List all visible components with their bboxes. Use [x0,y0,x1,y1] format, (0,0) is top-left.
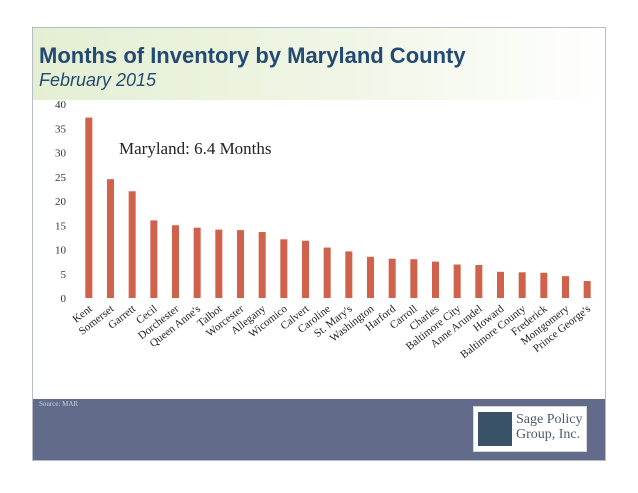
chart-title: Months of Inventory by Maryland County [39,43,466,68]
bar [388,258,396,298]
bar [172,225,179,298]
bar [453,264,461,298]
bar [432,261,439,298]
x-axis: KentSomersetGarrettCecilDorchesterQueen … [70,303,593,361]
bar [497,271,504,298]
bar [107,179,114,298]
bar [280,239,288,298]
source-note: Source: MAR [39,400,79,408]
bar [258,232,266,298]
bar [215,229,223,298]
logo-line-2: Group, Inc. [516,427,581,442]
y-tick-label: 10 [55,245,67,257]
bar [540,272,548,298]
bars [85,117,591,298]
y-tick-label: 40 [55,99,67,111]
footer-bar: Source: MAR Sage Policy Group, Inc. [33,399,605,460]
bar [302,240,309,298]
bar [475,265,483,298]
bar [193,227,201,298]
bar [583,281,591,298]
header-banner [33,28,605,100]
bar [367,256,374,298]
state-average-annotation: Maryland: 6.4 Months [119,139,272,158]
bar [237,230,244,298]
y-tick-label: 20 [55,196,67,208]
y-tick-label: 35 [55,123,67,135]
bar [562,276,569,298]
bar [150,220,158,298]
y-tick-label: 0 [61,293,67,305]
bar [85,117,93,298]
bar [410,259,418,298]
bar [323,247,331,298]
logo-line-1: Sage Policy [516,412,583,427]
y-axis: 0 5 10 15 20 25 30 35 40 [55,99,67,305]
bar [345,251,353,298]
logo-text: Sage Policy Group, Inc. [516,412,583,442]
y-tick-label: 5 [61,269,67,281]
y-tick-label: 30 [55,148,67,160]
chart-subtitle: February 2015 [39,70,157,90]
bar [128,191,136,298]
company-logo: Sage Policy Group, Inc. [473,406,587,452]
y-tick-label: 15 [55,220,67,232]
y-tick-label: 25 [55,172,67,184]
bar [518,272,526,298]
logo-mark-icon [478,412,512,446]
slide: Months of Inventory by Maryland County F… [32,27,606,461]
